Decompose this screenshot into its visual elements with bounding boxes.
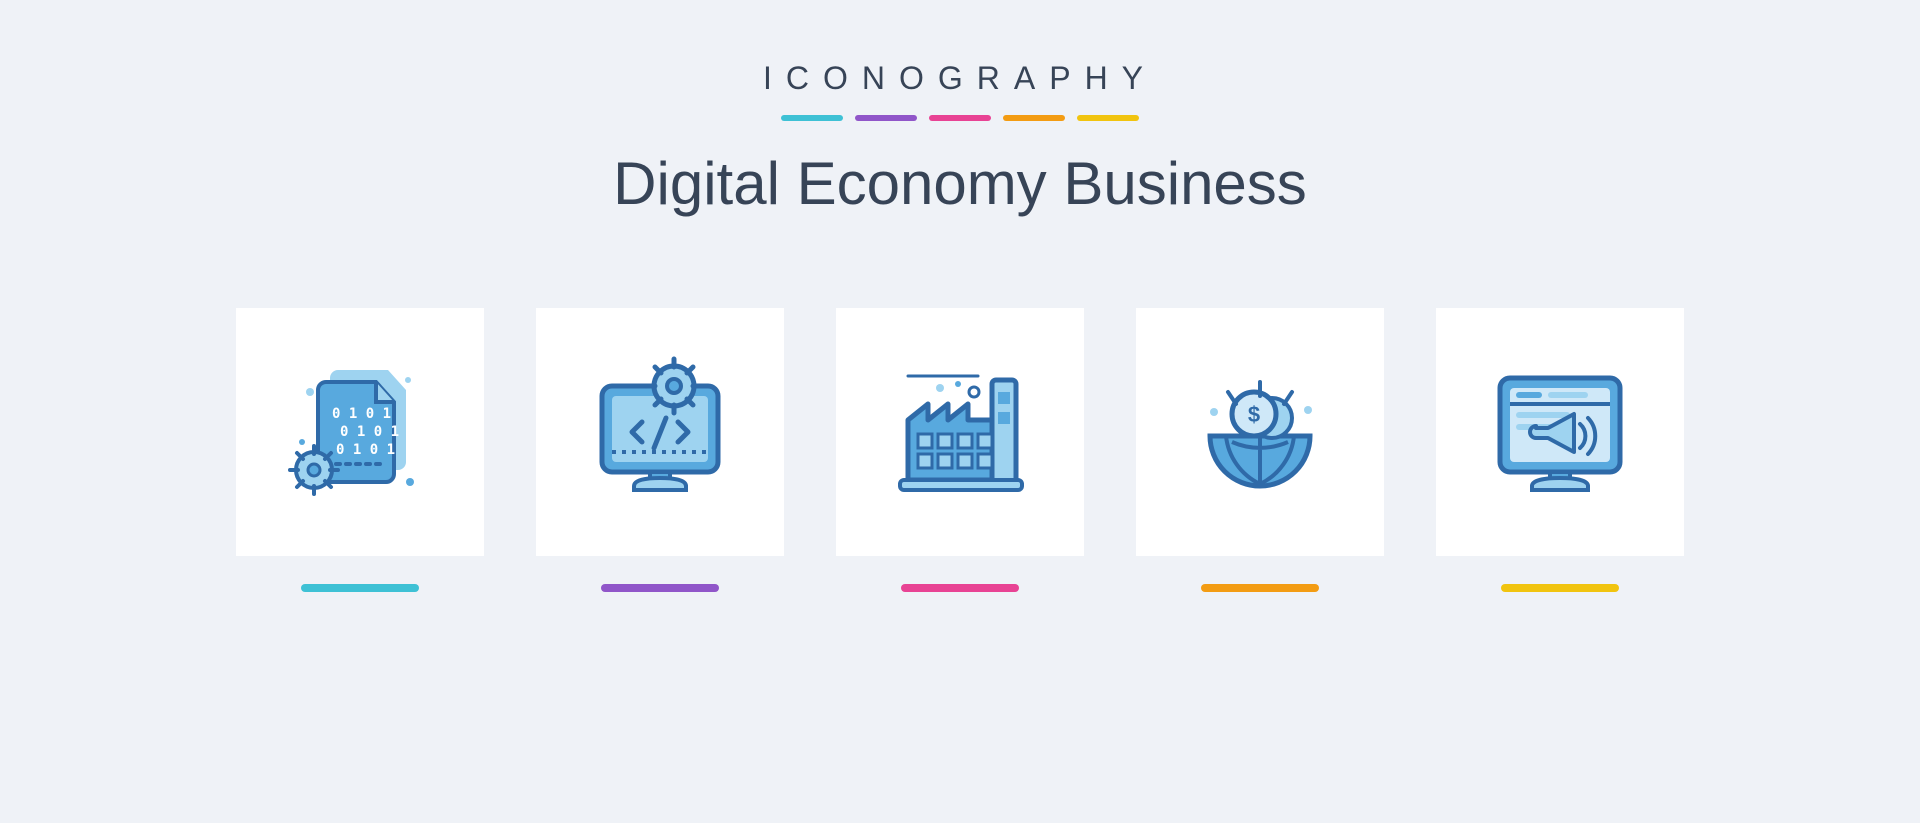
- tile-color-bar: [1201, 584, 1319, 592]
- monitor-code-gear-icon: [580, 352, 740, 512]
- svg-text:0 1 0 1: 0 1 0 1: [336, 442, 395, 458]
- icon-row: 0 1 0 1 0 1 0 1 0 1 0 1: [236, 308, 1684, 592]
- brand-stripe: [1077, 115, 1139, 121]
- icon-card: [836, 308, 1084, 556]
- icon-card: 0 1 0 1 0 1 0 1 0 1 0 1: [236, 308, 484, 556]
- brand-stripe: [781, 115, 843, 121]
- tile-color-bar: [901, 584, 1019, 592]
- icon-tile: [1436, 308, 1684, 592]
- factory-building-icon: [880, 352, 1040, 512]
- icon-tile: 0 1 0 1 0 1 0 1 0 1 0 1: [236, 308, 484, 592]
- binary-file-gear-icon: 0 1 0 1 0 1 0 1 0 1 0 1: [280, 352, 440, 512]
- globe-money-icon: $: [1180, 352, 1340, 512]
- icon-tile: $: [1136, 308, 1384, 592]
- tile-color-bar: [601, 584, 719, 592]
- svg-text:0 1 0 1: 0 1 0 1: [332, 406, 391, 422]
- brand-stripe: [929, 115, 991, 121]
- icon-card: [1436, 308, 1684, 556]
- icon-tile: [836, 308, 1084, 592]
- icon-card: $: [1136, 308, 1384, 556]
- tile-color-bar: [301, 584, 419, 592]
- icon-tile: [536, 308, 784, 592]
- monitor-megaphone-icon: [1480, 352, 1640, 512]
- svg-text:0 1 0 1: 0 1 0 1: [340, 424, 399, 440]
- icon-card: [536, 308, 784, 556]
- brand-stripe: [855, 115, 917, 121]
- brand-stripe: [1003, 115, 1065, 121]
- svg-text:$: $: [1248, 402, 1260, 427]
- brand-label: ICONOGRAPHY: [763, 60, 1157, 97]
- tile-color-bar: [1501, 584, 1619, 592]
- headline: Digital Economy Business: [613, 149, 1307, 218]
- brand-color-stripes: [781, 115, 1139, 121]
